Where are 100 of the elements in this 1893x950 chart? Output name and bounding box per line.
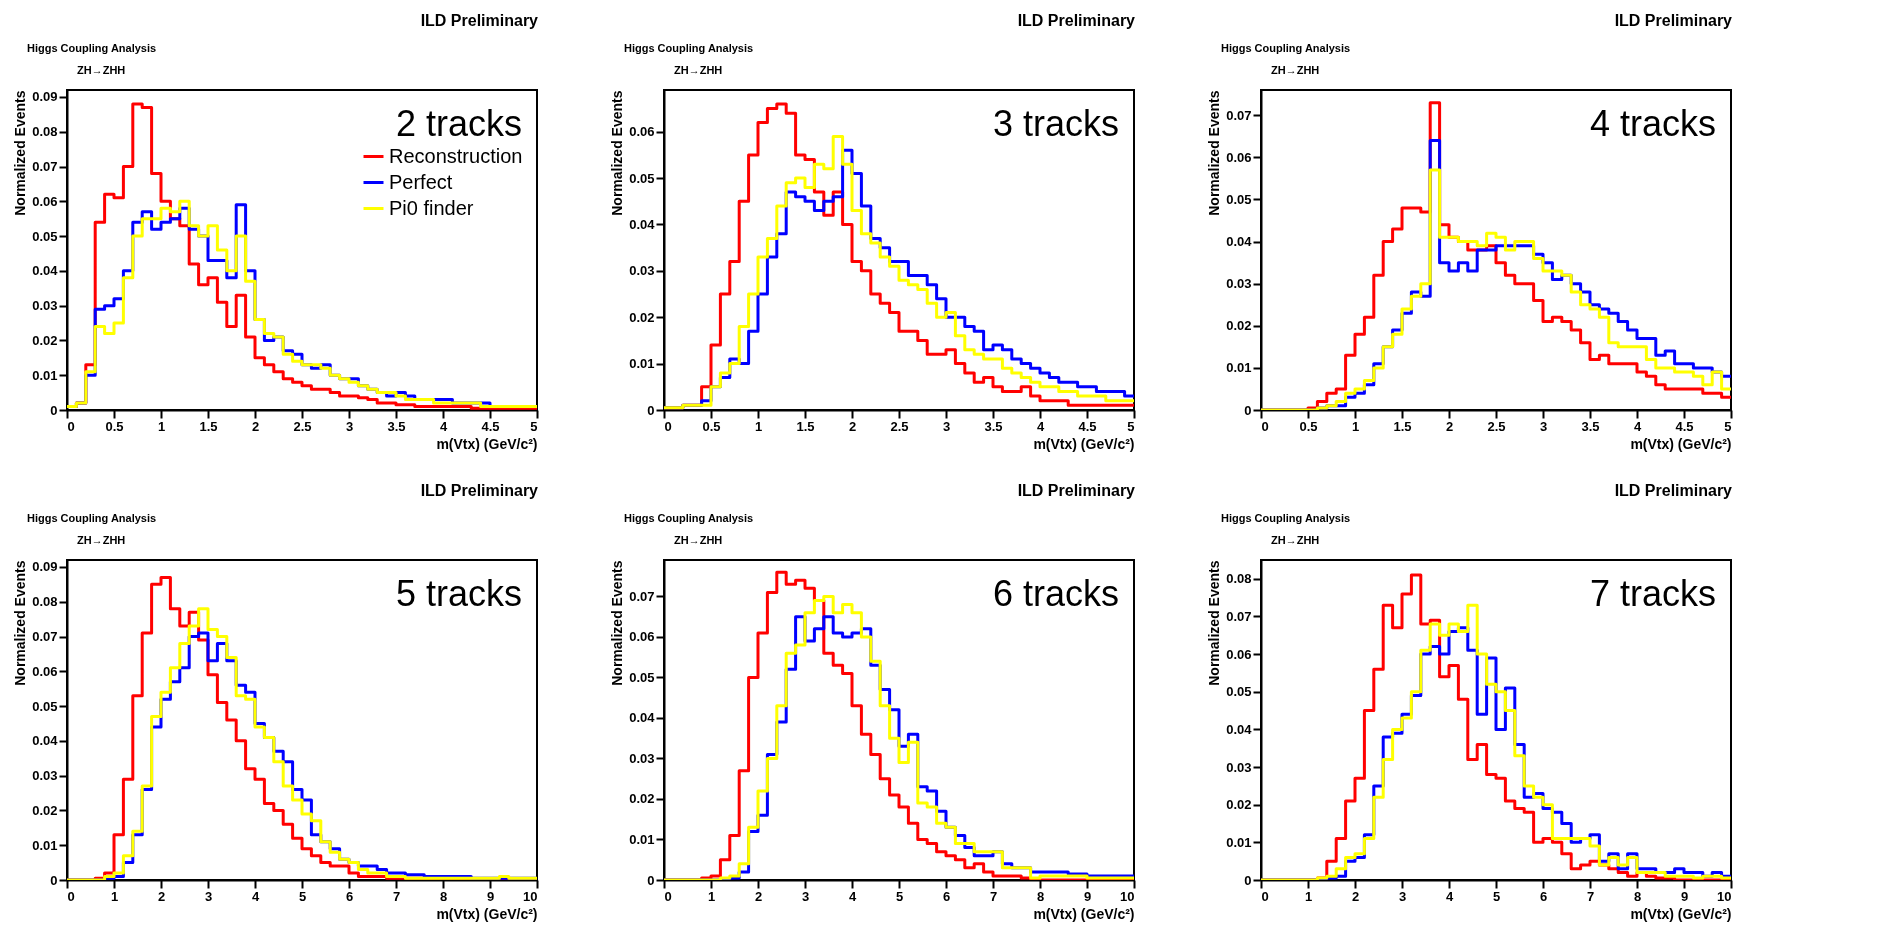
- y-tick-label: 0.07: [1226, 608, 1252, 624]
- x-tick-label: 2: [251, 418, 260, 434]
- x-tick-label: 4.5: [481, 418, 500, 434]
- y-tick-label: 0.06: [629, 629, 655, 645]
- x-axis-title: m(Vtx) (GeV/c²): [1033, 905, 1135, 922]
- x-tick-label: 4: [1445, 888, 1454, 904]
- annotation: 2 tracks: [395, 103, 522, 144]
- y-tick-label: 0.09: [32, 89, 58, 105]
- x-tick-label: 0.5: [105, 418, 124, 434]
- y-tick-label: 0.08: [1226, 571, 1252, 587]
- y-tick-label: 0.02: [32, 332, 58, 348]
- y-tick-label: 0.03: [1226, 276, 1252, 292]
- text: ZH→ZHH: [1271, 64, 1320, 76]
- y-tick-label: 0.01: [629, 356, 655, 372]
- legend-label: Perfect: [389, 170, 453, 193]
- y-tick-label: 0: [1244, 402, 1252, 418]
- x-tick-label: 5: [530, 418, 538, 434]
- y-tick-label: 0.03: [629, 263, 655, 279]
- x-tick-label: 3: [1539, 418, 1548, 434]
- x-tick-label: 1: [157, 418, 166, 434]
- y-tick-label: 0.06: [1226, 646, 1252, 662]
- x-tick-label: 3.5: [984, 418, 1003, 434]
- y-tick-label: 0.01: [32, 367, 58, 383]
- y-tick-label: 0: [50, 872, 58, 888]
- y-tick-label: 0.01: [1226, 834, 1252, 850]
- x-tick-label: 7: [392, 888, 401, 904]
- y-tick-label: 0.06: [32, 193, 58, 209]
- x-tick-label: 2: [848, 418, 857, 434]
- y-tick-label: 0.01: [629, 831, 655, 847]
- x-tick-label: 10: [1120, 888, 1135, 904]
- y-tick-label: 0: [647, 402, 655, 418]
- x-tick-label: 0: [664, 888, 672, 904]
- text: ZH→ZHH: [77, 534, 126, 546]
- y-tick-label: 0.04: [1226, 234, 1253, 250]
- x-tick-label: 4: [1633, 418, 1642, 434]
- x-tick-label: 10: [523, 888, 538, 904]
- y-axis-title: Normalized Events: [1206, 90, 1223, 216]
- x-tick-label: 8: [439, 888, 448, 904]
- y-axis-title: Normalized Events: [12, 90, 29, 216]
- y-tick-label: 0.03: [32, 298, 58, 314]
- x-tick-label: 6: [1539, 888, 1548, 904]
- y-tick-label: 0.01: [1226, 360, 1252, 376]
- x-tick-label: 4.5: [1675, 418, 1694, 434]
- annotation: 6 tracks: [992, 573, 1119, 614]
- x-tick-label: 2.5: [293, 418, 312, 434]
- x-tick-label: 5: [298, 888, 307, 904]
- text: Higgs Coupling Analysis: [27, 512, 157, 524]
- y-tick-label: 0.04: [32, 263, 59, 279]
- x-tick-label: 0.5: [702, 418, 721, 434]
- x-axis-title: m(Vtx) (GeV/c²): [436, 435, 538, 452]
- legend-label: Pi0 finder: [389, 196, 474, 219]
- x-tick-label: 10: [1717, 888, 1732, 904]
- y-tick-label: 0.02: [629, 791, 655, 807]
- x-tick-label: 3: [345, 418, 354, 434]
- y-tick-label: 0.03: [1226, 759, 1252, 775]
- annotation: 7 tracks: [1589, 573, 1716, 614]
- y-tick-label: 0.07: [32, 159, 58, 175]
- y-axis-title: Normalized Events: [609, 90, 626, 216]
- y-tick-label: 0.05: [32, 228, 58, 244]
- chart-title: ILD Preliminary: [1614, 12, 1733, 29]
- x-tick-label: 2.5: [890, 418, 909, 434]
- x-tick-label: 6: [345, 888, 354, 904]
- x-tick-label: 9: [1083, 888, 1092, 904]
- x-tick-label: 1: [1351, 418, 1360, 434]
- y-tick-label: 0.06: [1226, 149, 1252, 165]
- text: ZH→ZHH: [77, 64, 126, 76]
- x-tick-label: 8: [1633, 888, 1642, 904]
- annotation: 4 tracks: [1589, 103, 1716, 144]
- x-tick-label: 7: [989, 888, 998, 904]
- text: Higgs Coupling Analysis: [1221, 512, 1351, 524]
- x-tick-label: 0: [664, 418, 672, 434]
- x-tick-label: 3.5: [387, 418, 406, 434]
- text: Higgs Coupling Analysis: [624, 42, 754, 54]
- y-tick-label: 0.04: [629, 710, 656, 726]
- y-tick-label: 0.05: [1226, 191, 1252, 207]
- y-tick-label: 0.05: [629, 669, 655, 685]
- x-tick-label: 5: [1492, 888, 1501, 904]
- y-tick-label: 0.01: [32, 837, 58, 853]
- y-tick-label: 0.05: [32, 698, 58, 714]
- x-tick-label: 8: [1036, 888, 1045, 904]
- x-tick-label: 0: [67, 418, 75, 434]
- y-tick-label: 0.03: [629, 750, 655, 766]
- annotation: 3 tracks: [992, 103, 1119, 144]
- x-tick-label: 3: [1398, 888, 1407, 904]
- y-tick-label: 0.07: [32, 629, 58, 645]
- y-tick-label: 0.08: [32, 124, 58, 140]
- chart-title: ILD Preliminary: [420, 482, 539, 499]
- x-tick-label: 1.5: [199, 418, 218, 434]
- x-tick-label: 2: [1351, 888, 1360, 904]
- y-tick-label: 0.09: [32, 559, 58, 575]
- chart-title: ILD Preliminary: [1017, 482, 1136, 499]
- text: Higgs Coupling Analysis: [27, 42, 157, 54]
- legend-label: Reconstruction: [389, 144, 523, 167]
- text: ZH→ZHH: [674, 64, 723, 76]
- y-tick-label: 0.06: [629, 124, 655, 140]
- x-tick-label: 4: [1036, 418, 1045, 434]
- x-tick-label: 1: [1304, 888, 1313, 904]
- y-tick-label: 0.02: [629, 309, 655, 325]
- y-tick-label: 0.07: [629, 588, 655, 604]
- x-tick-label: 2: [754, 888, 763, 904]
